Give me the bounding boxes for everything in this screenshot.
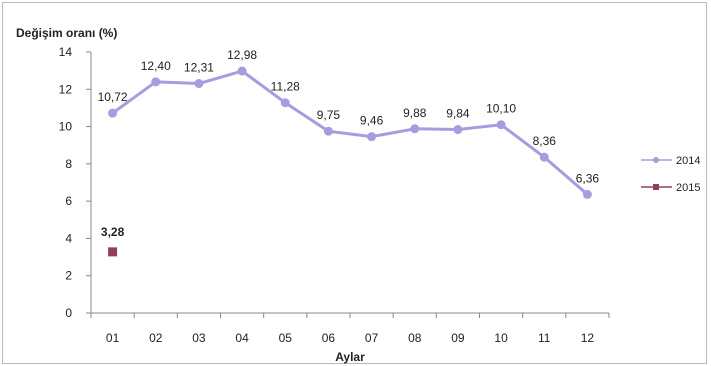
data-point-2014 (539, 152, 549, 162)
data-label-2014: 8,36 (533, 134, 557, 148)
data-label-2014: 9,46 (360, 114, 384, 128)
legend-label-2014: 2014 (676, 155, 700, 167)
x-tick-label: 12 (581, 331, 595, 345)
data-point-2014 (237, 66, 247, 76)
data-point-2015 (108, 247, 118, 257)
data-label-2014: 12,98 (227, 48, 257, 62)
legend-marker-2014 (653, 157, 659, 163)
data-label-2014: 10,72 (98, 90, 128, 104)
x-tick-label: 08 (408, 331, 422, 345)
data-point-2014 (108, 108, 118, 118)
y-axis-title: Değişim oranı (%) (16, 26, 117, 40)
x-axis-title: Aylar (335, 350, 365, 364)
y-tick-label: 2 (65, 269, 72, 283)
data-point-2014 (280, 98, 290, 108)
data-point-2014 (496, 120, 506, 130)
data-point-2014 (194, 79, 204, 89)
data-point-2014 (367, 132, 377, 142)
data-label-2014: 11,28 (271, 80, 300, 94)
x-tick-label: 07 (365, 331, 379, 345)
data-point-2014 (323, 126, 333, 136)
data-label-2014: 10,10 (486, 102, 516, 116)
y-tick-label: 12 (59, 82, 73, 96)
x-tick-label: 11 (538, 331, 551, 345)
x-tick-label: 04 (235, 331, 249, 345)
x-tick-label: 02 (149, 331, 163, 345)
data-point-2014 (453, 125, 463, 135)
x-tick-label: 05 (279, 331, 293, 345)
data-label-2014: 6,36 (576, 171, 600, 185)
x-tick-label: 01 (106, 331, 120, 345)
legend-label-2015: 2015 (676, 182, 700, 194)
x-tick-label: 10 (494, 331, 508, 345)
x-tick-label: 06 (322, 331, 336, 345)
y-tick-label: 4 (65, 231, 72, 245)
y-tick-label: 0 (65, 306, 72, 320)
data-point-2014 (582, 189, 592, 199)
y-tick-label: 14 (59, 45, 73, 59)
y-tick-label: 10 (59, 120, 73, 134)
x-tick-label: 09 (451, 331, 465, 345)
legend-marker-2015 (653, 184, 659, 190)
data-label-2015: 3,28 (101, 225, 125, 239)
data-label-2014: 9,75 (317, 108, 341, 122)
data-label-2014: 9,88 (403, 106, 427, 120)
series-line-2014 (111, 69, 589, 196)
data-label-2014: 9,84 (446, 107, 470, 121)
data-point-2014 (151, 77, 161, 87)
y-tick-label: 8 (65, 157, 72, 171)
data-label-2014: 12,40 (141, 59, 171, 73)
data-point-2014 (410, 124, 420, 134)
data-label-2014: 12,31 (184, 61, 214, 75)
y-tick-label: 6 (65, 194, 72, 208)
x-tick-label: 03 (192, 331, 206, 345)
